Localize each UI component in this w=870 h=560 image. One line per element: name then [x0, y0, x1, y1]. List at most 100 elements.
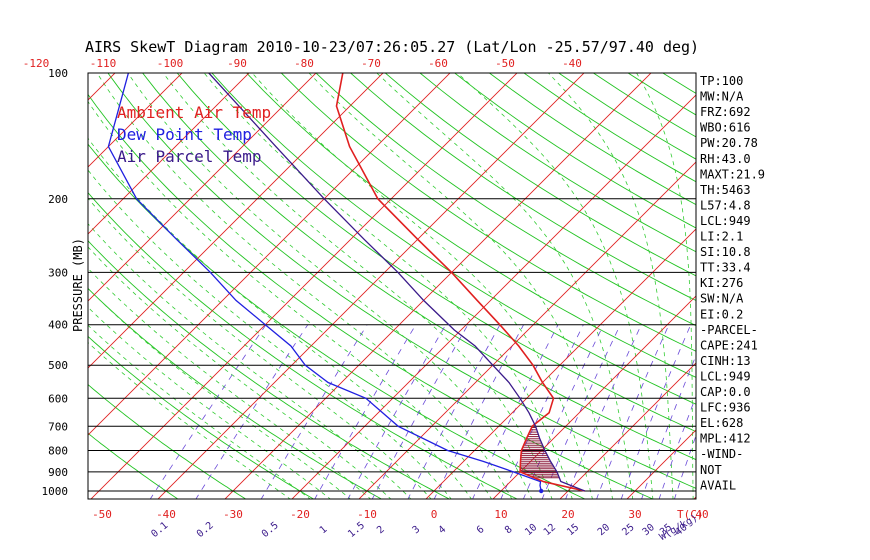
- chart-title: AIRS SkewT Diagram 2010-10-23/07:26:05.2…: [85, 38, 699, 56]
- isotherm-line: [358, 161, 696, 499]
- dry-adiabat-line: [315, 73, 696, 327]
- mixing-ratio-line: [260, 324, 368, 499]
- bottom-tick-label: 10: [494, 508, 507, 521]
- moist-adiabat-line: [308, 73, 613, 499]
- top-tick-label: -50: [495, 57, 515, 70]
- side-panel-item: LCL:949: [700, 369, 751, 383]
- moist-adiabat-line: [96, 73, 513, 499]
- mixing-ratio-line: [541, 324, 621, 499]
- moist-adiabat-line: [127, 73, 533, 499]
- mixing-ratio-tick-label: 0.2: [195, 520, 216, 540]
- mixing-ratio-tick-label: 30: [641, 522, 657, 538]
- x-axis-label: T(C): [677, 508, 704, 521]
- moist-adiabat-line: [88, 197, 432, 499]
- side-panel-item: -PARCEL-: [700, 323, 758, 337]
- pressure-tick-label: 800: [48, 445, 68, 458]
- mixing-ratio-tick-label: 4: [437, 524, 449, 536]
- mixing-ratio-line: [433, 324, 524, 499]
- mixing-ratio-line: [620, 324, 692, 499]
- side-panel-item: SI:10.8: [700, 245, 751, 259]
- isotherm-line: [88, 73, 183, 168]
- mixing-ratio-line: [314, 324, 417, 499]
- mixing-ratio-tick-label: 20: [596, 522, 612, 538]
- mixing-ratio-tick-label: 3: [411, 524, 423, 536]
- isotherm-line: [425, 228, 696, 499]
- dry-adiabat-line: [523, 73, 696, 183]
- bottom-tick-label: -40: [156, 508, 176, 521]
- pressure-tick-label: 1000: [42, 485, 69, 498]
- dry-adiabat-line: [88, 384, 247, 499]
- dry-adiabat-line: [489, 73, 696, 206]
- pressure-tick-label: 300: [48, 266, 68, 279]
- top-tick-label: -90: [227, 57, 247, 70]
- side-panel-item: TH:5463: [700, 183, 751, 197]
- mixing-ratio-tick-label: 15: [565, 522, 581, 538]
- pressure-tick-label: 700: [48, 420, 68, 433]
- mixing-ratio-line: [149, 324, 267, 499]
- side-panel-item: LCL:949: [700, 214, 751, 228]
- bottom-tick-label: 0: [431, 508, 438, 521]
- side-panel-item: EI:0.2: [700, 307, 743, 321]
- side-panel-item: AVAIL: [700, 478, 736, 492]
- bottom-tick-label: -50: [92, 508, 112, 521]
- mixing-ratio-tick-label: 25: [620, 522, 636, 538]
- dry-adiabat-line: [246, 73, 696, 378]
- legend-entry: Dew Point Temp: [117, 125, 252, 144]
- side-panel-item: KI:276: [700, 276, 743, 290]
- dry-adiabat-line: [142, 73, 696, 461]
- moist-adiabat-line: [88, 137, 472, 499]
- top-tick-label: -100: [157, 57, 184, 70]
- legend-entry: Air Parcel Temp: [117, 147, 262, 166]
- dry-adiabat-line: [350, 73, 696, 302]
- y-axis-label: PRESSURE (MB): [71, 238, 85, 332]
- dewpoint-line: [107, 73, 542, 492]
- side-panel-item: MAXT:21.9: [700, 167, 765, 181]
- moist-adiabat-line: [88, 306, 331, 499]
- dry-adiabat-line: [662, 73, 696, 94]
- dry-adiabat-line: [88, 432, 179, 499]
- side-panel-item: -WIND-: [700, 447, 743, 461]
- mixing-ratio-line: [596, 324, 670, 499]
- moist-adiabat-line: [88, 100, 493, 499]
- bottom-tick-label: -10: [357, 508, 377, 521]
- pressure-tick-label: 600: [48, 392, 68, 405]
- isotherm-line: [827, 54, 870, 500]
- moist-adiabat-line: [251, 73, 593, 499]
- pressure-tick-label: 500: [48, 359, 68, 372]
- mixing-ratio-line: [641, 354, 696, 499]
- mixing-ratio-tick-label: 6: [475, 524, 487, 536]
- isotherm-line: [88, 73, 451, 436]
- side-panel-item: RH:43.0: [700, 152, 751, 166]
- side-panel-item: EL:628: [700, 416, 743, 430]
- mixing-ratio-tick-label: 8: [503, 524, 515, 536]
- mixing-ratio-tick-label: 12: [542, 522, 558, 538]
- side-panel-item: FRZ:692: [700, 105, 751, 119]
- dry-adiabat-line: [176, 73, 696, 433]
- dry-adiabat-line: [88, 93, 654, 499]
- mixing-ratio-line: [371, 324, 469, 499]
- side-panel-item: MW:N/A: [700, 90, 744, 104]
- isotherm-line: [559, 362, 696, 499]
- side-panel-item: CINH:13: [700, 354, 751, 368]
- mixing-ratio-line: [407, 324, 501, 499]
- dry-adiabat-line: [454, 73, 696, 229]
- dry-adiabat-line: [88, 287, 383, 499]
- mixing-ratio-line: [472, 324, 559, 499]
- bottom-tick-label: 40: [695, 508, 708, 521]
- bottom-tick-label: 20: [561, 508, 574, 521]
- isotherm-line: [760, 54, 870, 500]
- mixing-ratio-line: [347, 324, 447, 499]
- side-panel-item: TP:100: [700, 74, 743, 88]
- pressure-tick-label: 200: [48, 193, 68, 206]
- side-panel-item: SW:N/A: [700, 292, 744, 306]
- isotherm-line: [157, 73, 585, 499]
- isotherm-line: [224, 73, 652, 499]
- pressure-tick-label: 900: [48, 466, 68, 479]
- side-panel-item: PW:20.78: [700, 136, 758, 150]
- mixing-ratio-line: [522, 324, 604, 499]
- moist-adiabat-line: [88, 267, 372, 499]
- side-panel-item: WBO:616: [700, 121, 751, 135]
- side-panel-item: LFC:936: [700, 401, 751, 415]
- moist-adiabat-line: [88, 223, 412, 499]
